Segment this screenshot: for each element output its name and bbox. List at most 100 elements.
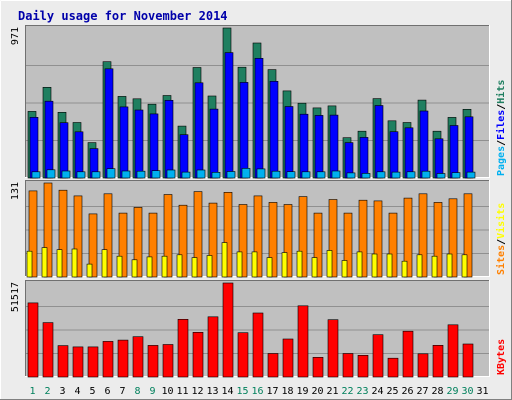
files-bar: [299, 113, 309, 179]
visits-bar: [328, 199, 338, 278]
legend-hits: Hits: [495, 80, 507, 104]
pages-bar: [241, 168, 251, 179]
kbytes-bar: [432, 344, 444, 378]
files-bar: [404, 127, 414, 179]
panel-bottom-bars: [27, 282, 474, 378]
kbytes-bar: [387, 357, 399, 378]
visits-bar: [253, 195, 263, 278]
visits-bar: [298, 196, 308, 278]
panel-middle-legend: Sites/Visits: [495, 203, 507, 275]
visits-bar: [58, 189, 68, 278]
kbytes-bar: [312, 356, 324, 378]
pages-bar: [151, 170, 161, 179]
kbytes-bar: [267, 353, 279, 378]
visits-bar: [343, 212, 353, 278]
visits-bar: [418, 193, 428, 278]
panel-top-bars: [27, 27, 476, 179]
sites-bar: [56, 249, 63, 278]
day-label: 13: [206, 386, 218, 397]
pages-bar: [271, 170, 281, 179]
pages-bar: [361, 173, 371, 179]
sites-bar: [71, 248, 78, 278]
sites-bar: [236, 251, 243, 278]
pages-bar: [406, 171, 416, 179]
files-bar: [134, 109, 144, 179]
files-bar: [284, 106, 294, 179]
visits-bar: [43, 182, 53, 278]
sites-bar: [116, 255, 123, 278]
kbytes-bar: [327, 319, 339, 378]
kbytes-bar: [162, 344, 174, 378]
sites-bar: [251, 251, 258, 278]
visits-bar: [403, 197, 413, 278]
day-label: 30: [461, 386, 473, 397]
files-bar: [419, 110, 429, 179]
day-label: 8: [134, 386, 140, 397]
sites-bar: [41, 247, 48, 278]
kbytes-bar: [87, 346, 99, 378]
pages-bar: [376, 171, 386, 179]
sites-bar: [131, 259, 138, 278]
sites-bar: [386, 253, 393, 278]
pages-bar: [106, 168, 116, 179]
visits-bar: [148, 212, 158, 278]
files-bar: [389, 131, 399, 179]
files-bar: [164, 100, 174, 179]
files-bar: [179, 134, 189, 179]
pages-bar: [46, 169, 56, 179]
legend-kbytes: KBytes: [496, 339, 507, 375]
pages-bar: [346, 172, 356, 179]
day-label: 11: [176, 386, 188, 397]
visits-bar: [448, 198, 458, 278]
visits-bar: [238, 204, 248, 278]
day-label: 19: [296, 386, 308, 397]
pages-bar: [256, 168, 266, 179]
visits-bar: [313, 212, 323, 278]
visits-bar: [178, 204, 188, 278]
sites-bar: [341, 260, 348, 278]
files-bar: [359, 137, 369, 179]
sites-bar: [191, 257, 198, 278]
pages-bar: [436, 173, 446, 179]
kbytes-bar: [117, 339, 129, 378]
day-label: 9: [149, 386, 155, 397]
kbytes-bar: [462, 343, 474, 378]
day-label: 29: [446, 386, 458, 397]
legend-sites: Sites: [495, 245, 507, 275]
pages-bar: [76, 171, 86, 179]
visits-bar: [103, 193, 113, 278]
day-label: 1: [29, 386, 35, 397]
pages-bar: [211, 172, 221, 179]
pages-bar: [181, 171, 191, 179]
day-label: 4: [74, 386, 80, 397]
sites-bar: [101, 249, 108, 278]
files-bar: [269, 81, 279, 179]
kbytes-bar: [177, 318, 189, 378]
kbytes-bar: [207, 316, 219, 378]
sites-bar: [431, 255, 438, 278]
visits-bar: [133, 207, 143, 278]
day-label: 25: [386, 386, 398, 397]
x-axis-day-labels: 1 2 3 4 5 6 7 8 9 10 11 12 13 14 15 16 17 18 19 20 21 22 23 24 2…: [29, 386, 488, 397]
sites-bar: [356, 251, 363, 278]
sites-bar: [311, 257, 318, 278]
pages-bar: [121, 170, 131, 179]
sites-bar: [161, 255, 168, 278]
legend-separator: /: [496, 239, 507, 245]
sites-bar: [326, 250, 333, 278]
kbytes-bar: [237, 332, 249, 378]
files-bar: [74, 131, 84, 179]
sites-bar: [446, 253, 453, 278]
kbytes-bar: [132, 336, 144, 378]
day-label: 23: [356, 386, 368, 397]
day-label: 7: [119, 386, 125, 397]
pages-bar: [316, 171, 326, 179]
pages-bar: [331, 170, 341, 179]
legend-files: Files: [495, 110, 507, 140]
kbytes-bar: [372, 334, 384, 378]
visits-bar: [118, 212, 128, 278]
pages-bar: [391, 171, 401, 179]
sites-bar: [371, 253, 378, 278]
panel-bottom-max-label: 51517: [10, 282, 21, 312]
